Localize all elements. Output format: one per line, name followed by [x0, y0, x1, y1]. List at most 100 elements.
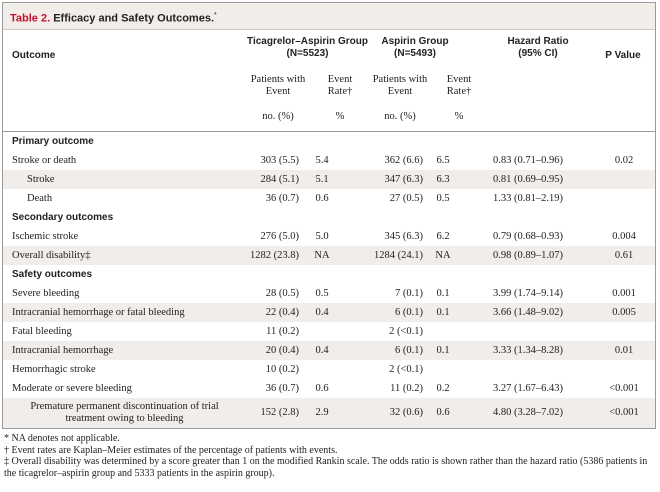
table-header: Outcome Ticagrelor–Aspirin Group (N=5523…: [3, 30, 655, 132]
table-row: Fatal bleeding 11 (0.2) 2 (<0.1): [3, 322, 655, 341]
outcomes-table: Primary outcome Stroke or death 303 (5.5) 5…: [3, 132, 656, 428]
aspirin-rate: 6.5: [436, 154, 450, 166]
p-value: [593, 170, 656, 189]
aspirin-events: 6 (0.1): [345, 303, 423, 322]
p-value: [593, 189, 655, 208]
table-number: Table 2.: [10, 12, 51, 25]
header-aspirin-name: Aspirin Group: [381, 36, 449, 47]
hazard-ratio: [463, 360, 593, 379]
row-label: Premature permanent discontinuation of t…: [3, 398, 241, 428]
ticagrelor-events: 10 (0.2): [265, 363, 299, 375]
p-value: 0.61: [593, 246, 656, 265]
row-label: Intracranial hemorrhage: [3, 341, 241, 360]
header-ticagrelor-name: Ticagrelor–Aspirin Group: [247, 36, 368, 47]
header-aspirin-group: Aspirin Group (N=5493): [365, 36, 465, 60]
row-label: Intracranial hemorrhage or fatal bleedin…: [3, 303, 241, 322]
header-a-rate-2: Rate†: [446, 86, 472, 97]
header-aspirin-n: (N=5493): [394, 48, 436, 59]
row-label: Fatal bleeding: [12, 325, 72, 337]
hazard-ratio: 3.33 (1.34–8.28): [463, 341, 593, 360]
ticagrelor-rate: [299, 322, 345, 341]
header-p-value: P Value: [605, 50, 641, 61]
p-value: [593, 322, 655, 341]
header-ticagrelor-n: (N=5523): [286, 48, 329, 59]
header-a-patients-2: Event: [387, 86, 413, 97]
table-row: Intracranial hemorrhage 20 (0.4) 0.4 6 (0.1…: [3, 341, 656, 360]
p-value: 0.01: [593, 341, 656, 360]
p-value: 0.005: [593, 303, 656, 322]
section-row: Secondary outcomes: [3, 208, 655, 227]
header-hazard-ratio: Hazard Ratio (95% CI): [493, 36, 583, 60]
ticagrelor-rate: NA: [299, 246, 345, 265]
section-label: Safety outcomes: [12, 268, 93, 280]
ticagrelor-events: 1282 (23.8): [241, 246, 299, 265]
header-a-rate-1: Event: [446, 74, 472, 85]
table-title-text: Efficacy and Safety Outcomes.: [53, 12, 214, 25]
table-title: Table 2. Efficacy and Safety Outcomes.*: [3, 3, 655, 30]
table-row: Severe bleeding 28 (0.5) 0.5 7 (0.1) 0.1 3.99…: [3, 284, 655, 303]
table-row: Premature permanent discontinuation of t…: [3, 398, 656, 428]
hazard-ratio: [463, 322, 593, 341]
row-label: Stroke or death: [12, 154, 77, 166]
table-row: Intracranial hemorrhage or fatal bleedin…: [3, 303, 656, 322]
hazard-ratio: 1.33 (0.81–2.19): [493, 192, 563, 204]
ticagrelor-rate: 0.4: [299, 303, 345, 322]
header-t-rate-1: Event: [327, 74, 353, 85]
hazard-ratio: 3.27 (1.67–6.43): [493, 382, 563, 394]
section-label: Primary outcome: [12, 135, 94, 147]
p-value: 0.001: [612, 287, 636, 299]
header-hr-label: Hazard Ratio: [507, 36, 569, 47]
row-label: Ischemic stroke: [12, 230, 79, 242]
row-label: Moderate or severe bleeding: [12, 382, 132, 394]
aspirin-rate: 0.1: [423, 303, 463, 322]
header-outcome: Outcome: [12, 50, 56, 61]
row-label: Death: [27, 192, 53, 204]
footnote-event-rate: † Event rates are Kaplan–Meier estimates…: [4, 444, 338, 456]
aspirin-rate: 6.2: [436, 230, 450, 242]
ticagrelor-events: 22 (0.4): [241, 303, 299, 322]
table-row: Stroke 284 (5.1) 5.1 347 (6.3) 6.3 0.81 (0.69…: [3, 170, 656, 189]
footnotes: * NA denotes not applicable. † Event rat…: [4, 433, 654, 479]
header-t-rate: Event Rate†: [320, 74, 360, 98]
table-row: Ischemic stroke 276 (5.0) 5.0 345 (6.3) 6.2 0…: [3, 227, 655, 246]
header-a-patients: Patients with Event: [365, 74, 435, 98]
aspirin-events: 2 (<0.1): [389, 363, 423, 375]
table-row: Overall disability‡ 1282 (23.8) NA 1284 (24…: [3, 246, 656, 265]
aspirin-rate: 0.1: [423, 341, 463, 360]
footnote-na: * NA denotes not applicable.: [4, 433, 120, 444]
hazard-ratio: 0.98 (0.89–1.07): [463, 246, 593, 265]
ticagrelor-events: 284 (5.1): [241, 170, 299, 189]
p-value: <0.001: [593, 398, 656, 428]
ticagrelor-events: 152 (2.8): [241, 398, 299, 428]
hazard-ratio: 0.79 (0.68–0.93): [493, 230, 563, 242]
table-row: Death 36 (0.7) 0.6 27 (0.5) 0.5 1.33 (0.81–2.…: [3, 189, 655, 208]
ticagrelor-events: 36 (0.7): [265, 382, 299, 394]
p-value: 0.004: [612, 230, 636, 242]
header-t-rate-2: Rate†: [327, 86, 353, 97]
aspirin-rate: 0.1: [436, 287, 450, 299]
section-label: Secondary outcomes: [12, 211, 114, 223]
aspirin-events: 2 (<0.1): [389, 325, 423, 337]
aspirin-rate: 0.2: [436, 382, 450, 394]
header-a-patients-1: Patients with: [372, 74, 428, 85]
ticagrelor-rate: 0.5: [315, 287, 329, 299]
header-t-patients-2: Event: [265, 86, 291, 97]
aspirin-events: 27 (0.5): [389, 192, 423, 204]
header-a-unit-pct: %: [454, 111, 464, 122]
ticagrelor-rate: 5.4: [315, 154, 329, 166]
footnote-disability: ‡ Overall disability was determined by a…: [4, 456, 648, 479]
header-t-patients: Patients with Event: [243, 74, 313, 98]
ticagrelor-rate: 5.0: [315, 230, 329, 242]
aspirin-events: 362 (6.6): [384, 154, 424, 166]
row-label: Overall disability‡: [3, 246, 241, 265]
ticagrelor-rate: 2.9: [299, 398, 345, 428]
aspirin-events: 347 (6.3): [345, 170, 423, 189]
header-a-unit-no: no. (%): [384, 111, 416, 122]
section-row: Primary outcome: [3, 132, 655, 151]
aspirin-rate: NA: [423, 246, 463, 265]
header-ticagrelor-group: Ticagrelor–Aspirin Group (N=5523): [240, 36, 375, 60]
title-footnote-marker: *: [214, 12, 217, 19]
header-t-unit-pct: %: [335, 111, 345, 122]
hazard-ratio: 3.66 (1.48–9.02): [463, 303, 593, 322]
header-t-unit-no: no. (%): [262, 111, 294, 122]
